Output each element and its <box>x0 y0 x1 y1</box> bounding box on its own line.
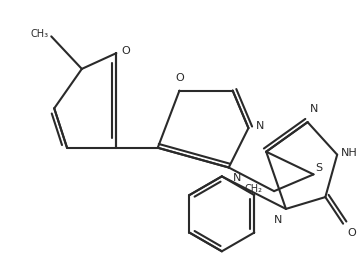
Text: N: N <box>256 121 265 131</box>
Text: N: N <box>233 173 241 183</box>
Text: O: O <box>347 228 356 238</box>
Text: O: O <box>121 46 130 56</box>
Text: N: N <box>274 215 282 225</box>
Text: S: S <box>315 163 323 173</box>
Text: N: N <box>310 104 318 114</box>
Text: CH₂: CH₂ <box>244 184 262 194</box>
Text: CH₃: CH₃ <box>30 29 48 39</box>
Text: NH: NH <box>341 148 358 158</box>
Text: O: O <box>175 73 184 83</box>
